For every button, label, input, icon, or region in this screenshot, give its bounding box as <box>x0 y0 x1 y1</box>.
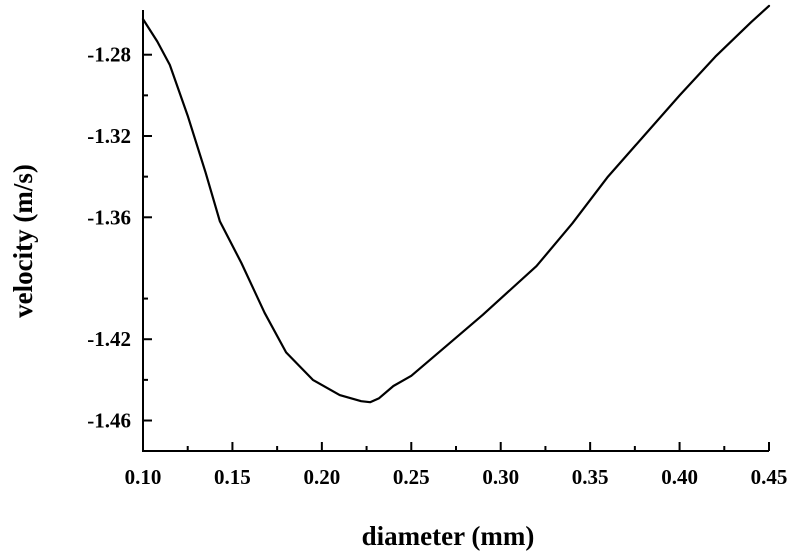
y-tick-label: -1.36 <box>87 205 131 229</box>
x-tick-label: 0.35 <box>572 465 609 489</box>
x-tick-label: 0.25 <box>393 465 430 489</box>
x-tick-label: 0.10 <box>125 465 162 489</box>
y-axis-label: velocity (m/s) <box>8 164 38 318</box>
series-line-1 <box>141 4 771 404</box>
y-tick-label: -1.42 <box>87 327 131 351</box>
y-tick-label: -1.28 <box>87 43 131 67</box>
x-tick-labels: 0.10 0.15 0.20 0.25 0.30 0.35 0.40 0.45 <box>125 465 788 489</box>
y-tick-label: -1.46 <box>87 409 131 433</box>
tick-marks <box>142 53 770 451</box>
axes <box>142 10 769 452</box>
y-tick-label: -1.32 <box>87 124 131 148</box>
x-axis-label: diameter (mm) <box>362 521 535 551</box>
x-tick-label: 0.40 <box>661 465 698 489</box>
x-tick-label: 0.45 <box>751 465 788 489</box>
y-tick-labels: -1.28 -1.32 -1.36 -1.42 -1.46 <box>87 43 131 433</box>
x-tick-label: 0.20 <box>303 465 340 489</box>
series-layer <box>141 4 771 404</box>
x-tick-label: 0.30 <box>482 465 519 489</box>
x-tick-label: 0.15 <box>214 465 251 489</box>
